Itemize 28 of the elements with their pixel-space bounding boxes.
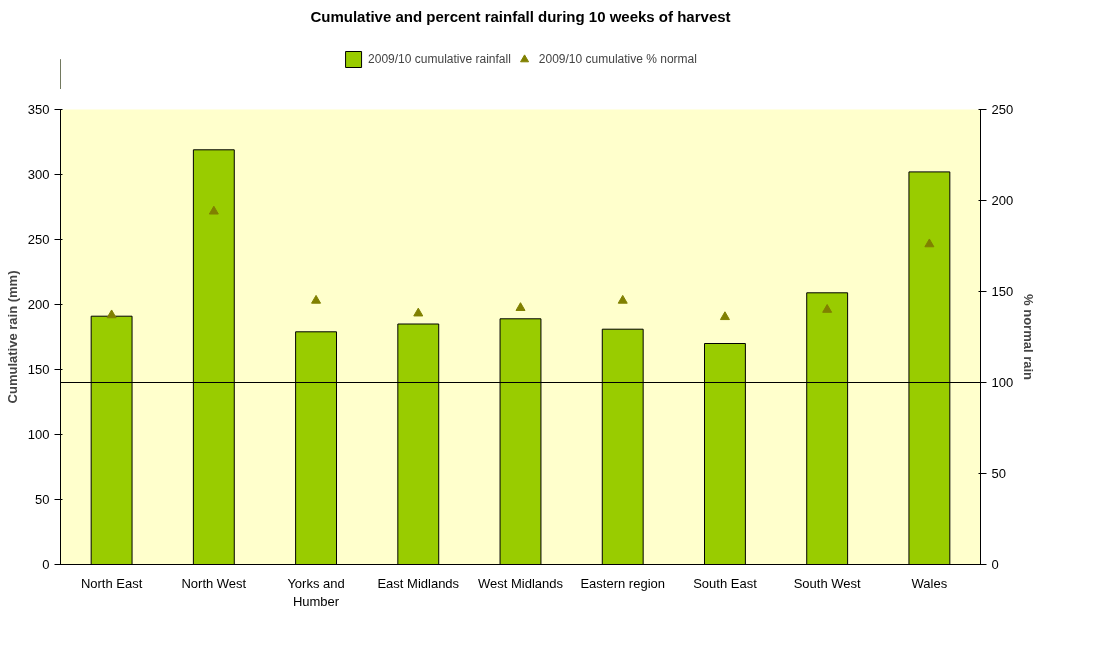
y-tick-label: 0 <box>42 557 50 572</box>
y2-tick-label: 50 <box>991 466 1006 481</box>
x-tick-label: North East <box>80 575 143 591</box>
x-tick-label: Yorks and Humber <box>287 575 345 609</box>
y2-tick-label: 100 <box>991 375 1014 390</box>
y-tick-label: 350 <box>27 102 50 117</box>
x-tick-label: South West <box>793 575 862 591</box>
y2-tick-label: 0 <box>991 557 999 572</box>
y-tick-label: 250 <box>27 232 50 247</box>
y-axis-title: Cumulative rain (mm) <box>4 270 20 404</box>
chart-title: Cumulative and percent rainfall during 10 weeks of harvest <box>310 7 731 25</box>
x-tick-label: Wales <box>911 575 948 591</box>
x-tick-label: East Midlands <box>377 575 460 591</box>
legend-label: 2009/10 cumulative rainfall <box>368 52 511 66</box>
x-tick-label: North West <box>181 575 247 591</box>
y-tick-label: 300 <box>27 167 50 182</box>
x-tick-label: West Midlands <box>477 575 564 591</box>
x-tick-label: South East <box>693 575 758 591</box>
y-tick-label: 150 <box>27 362 50 377</box>
x-tick-label: Eastern region <box>580 575 666 591</box>
legend-label: 2009/10 cumulative % normal <box>538 52 697 66</box>
y-tick-label: 50 <box>35 492 50 507</box>
y-tick-label: 100 <box>27 427 50 442</box>
y2-axis-title: % normal rain <box>1021 294 1037 381</box>
y2-tick-label: 250 <box>991 102 1014 117</box>
y2-tick-label: 200 <box>991 193 1014 208</box>
y2-tick-label: 150 <box>991 284 1014 299</box>
y-tick-label: 200 <box>27 297 50 312</box>
